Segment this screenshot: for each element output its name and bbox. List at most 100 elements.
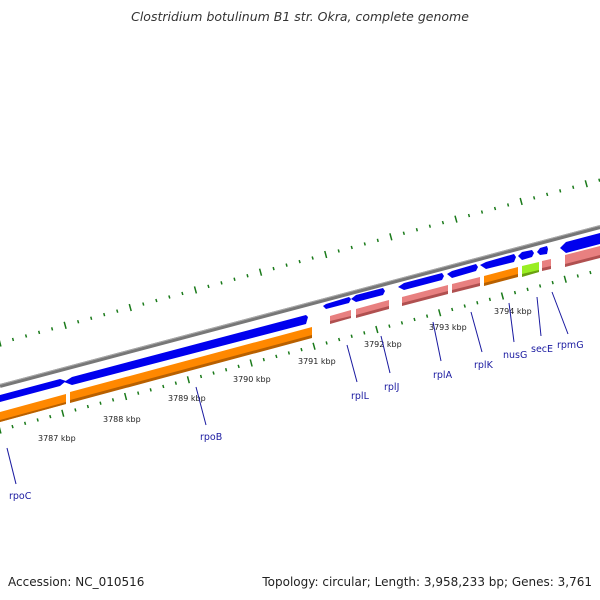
rna-feature-1-shade	[330, 316, 351, 324]
scale-label-3788: 3788 kbp	[103, 415, 141, 424]
gene-labels: rpoC rpoB rplL rplJ rplA rplK nusG secE …	[9, 340, 584, 502]
outer-tick-minor	[90, 316, 93, 320]
outer-tick-minor	[142, 302, 145, 306]
gene-label-leaders	[6, 291, 569, 485]
scale-tick-minor	[425, 314, 429, 318]
outer-tick-row	[0, 178, 600, 347]
scale-tick-row	[0, 270, 592, 434]
outer-tick-minor	[116, 309, 119, 313]
rna-feature-6-shade	[565, 255, 600, 267]
gene-label-rplA: rplA	[433, 370, 453, 381]
outer-tick-major	[454, 215, 458, 223]
outer-tick-minor	[11, 337, 15, 342]
scale-tick-minor	[526, 287, 529, 292]
rna-feature-3-shade	[402, 291, 448, 306]
genome-summary: Topology: circular; Length: 3,958,233 bp…	[262, 575, 592, 589]
outer-tick-minor	[181, 291, 184, 296]
scale-label-3790: 3790 kbp	[233, 375, 271, 384]
forward-cds-next	[560, 233, 600, 253]
scale-tick-minor	[111, 398, 115, 402]
outer-tick-minor	[428, 224, 432, 228]
scale-tick-minor	[275, 354, 278, 359]
outer-tick-minor	[50, 327, 54, 331]
reverse-cds-rpoC	[0, 394, 66, 422]
rna-feature-5-shade	[542, 266, 551, 271]
forward-cds-rplJ	[351, 288, 385, 302]
forward-cds-secE	[518, 250, 534, 260]
scale-tick-minor	[149, 388, 152, 392]
leader-rpoC	[6, 447, 17, 485]
scale-label-3789: 3789 kbp	[168, 394, 206, 403]
outer-tick-minor	[285, 263, 288, 267]
rna-feature-2-shade	[356, 306, 389, 318]
scale-tick-minor	[212, 371, 215, 375]
outer-tick-major	[258, 268, 263, 276]
scale-tick-minor	[513, 290, 517, 295]
outer-tick-major	[584, 180, 588, 188]
scale-tick-major	[437, 309, 442, 317]
gene-label-rplJ: rplJ	[384, 382, 399, 393]
scale-tick-minor	[86, 404, 90, 409]
scale-tick-major	[0, 426, 2, 434]
outer-tick-minor	[168, 295, 171, 299]
outer-tick-major	[0, 339, 2, 347]
leader-rplK	[470, 311, 483, 353]
outer-tick-minor	[272, 266, 275, 271]
outer-tick-minor	[220, 281, 223, 285]
scale-tick-minor	[413, 317, 416, 322]
reverse-cds-nusG-shade	[484, 274, 518, 286]
outer-tick-major	[389, 233, 393, 241]
gene-label-rpoB: rpoB	[200, 432, 222, 443]
outer-tick-minor	[506, 203, 510, 207]
reverse-strand-features	[0, 246, 600, 422]
forward-cds-rpmG	[537, 246, 548, 255]
scale-tick-minor	[224, 368, 228, 372]
scale-tick-minor	[363, 331, 366, 335]
scale-tick-minor	[325, 341, 328, 345]
forward-strand-features	[0, 233, 600, 402]
scale-tick-minor	[589, 270, 592, 275]
outer-tick-major	[128, 303, 132, 312]
scale-tick-minor	[36, 418, 39, 422]
leader-rplL	[346, 344, 358, 383]
scale-tick-minor	[488, 297, 492, 302]
leader-secE	[536, 296, 542, 337]
accession-label: Accession: NC_010516	[8, 575, 145, 589]
genome-backbone	[0, 225, 600, 388]
scale-tick-major	[563, 275, 567, 283]
scale-tick-minor	[237, 364, 240, 369]
scale-tick-minor	[300, 347, 303, 352]
scale-tick-minor	[337, 337, 341, 342]
outer-tick-minor	[363, 242, 366, 246]
reverse-cds-rpoB-shade	[70, 335, 312, 403]
outer-tick-minor	[376, 238, 379, 243]
scale-tick-major	[123, 392, 128, 401]
rna-feature-6	[565, 246, 600, 266]
outer-tick-minor	[402, 231, 406, 236]
scale-tick-minor	[287, 351, 291, 355]
outer-tick-minor	[493, 206, 497, 211]
scale-tick-minor	[388, 324, 391, 328]
scale-tick-major	[312, 342, 316, 350]
scale-tick-major	[375, 325, 379, 334]
gene-label-rplL: rplL	[351, 391, 370, 402]
genome-backbone-highlight	[0, 225, 600, 385]
outer-tick-major	[63, 321, 67, 329]
outer-tick-major	[519, 197, 523, 206]
scale-tick-minor	[551, 280, 554, 285]
outer-tick-minor	[337, 249, 340, 253]
scale-tick-major	[249, 359, 253, 367]
scale-tick-minor	[174, 381, 178, 385]
forward-cds-rplL	[323, 297, 351, 309]
scale-tick-minor	[400, 321, 404, 325]
outer-tick-minor	[415, 228, 419, 232]
reverse-cds-nusG	[484, 267, 518, 285]
scale-tick-minor	[451, 307, 454, 312]
outer-tick-minor	[441, 220, 445, 225]
outer-tick-minor	[246, 274, 249, 278]
scale-tick-minor	[262, 357, 265, 362]
reverse-cds-rpoB	[70, 327, 312, 402]
scale-tick-minor	[137, 391, 140, 395]
leader-rpmG	[551, 291, 569, 335]
forward-cds-rplK	[447, 264, 478, 278]
